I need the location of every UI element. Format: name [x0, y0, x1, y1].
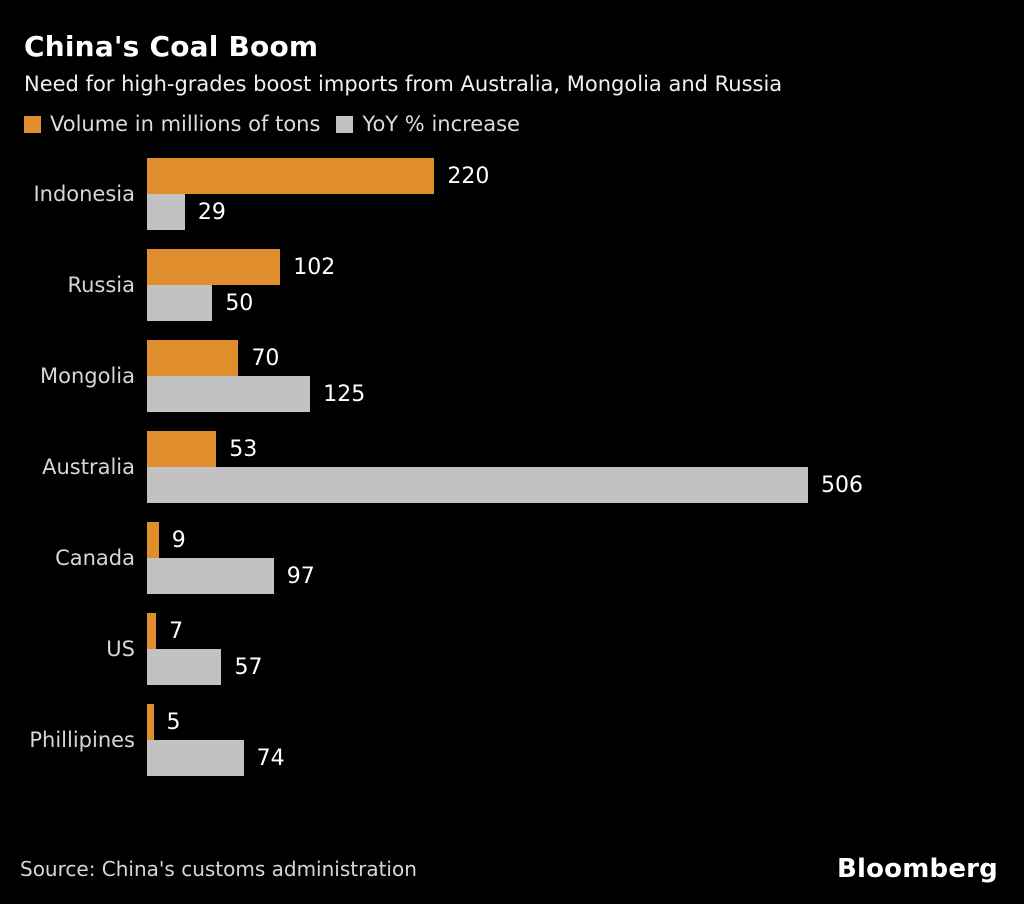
bar	[147, 522, 159, 558]
bar	[147, 467, 808, 503]
country-row: US 7 57	[0, 613, 1024, 685]
bar	[147, 376, 311, 412]
bar-line: 125	[147, 376, 1024, 412]
bar-line: 74	[147, 740, 1024, 776]
chart-footer: Source: China's customs administration B…	[20, 854, 998, 884]
chart-header: China's Coal Boom Need for high-grades b…	[0, 0, 1024, 98]
country-row: Phillipines 5 74	[0, 704, 1024, 776]
legend-label-yoy: YoY % increase	[362, 112, 520, 136]
bar	[147, 340, 239, 376]
category-label: Indonesia	[33, 182, 135, 206]
bar-pair: 5 74	[147, 704, 1024, 776]
legend-item-volume: Volume in millions of tons	[24, 112, 320, 136]
category-label: Phillipines	[29, 728, 135, 752]
bar-value-label: 74	[256, 745, 285, 771]
bar-value-label: 50	[225, 290, 254, 316]
bar-pair: 102 50	[147, 249, 1024, 321]
bar-value-label: 70	[251, 345, 280, 371]
bar-line: 9	[147, 522, 1024, 558]
category-label: Mongolia	[40, 364, 135, 388]
bar	[147, 558, 274, 594]
bar-line: 102	[147, 249, 1024, 285]
bar-line: 7	[147, 613, 1024, 649]
bar	[147, 194, 185, 230]
bar	[147, 613, 157, 649]
bar-line: 97	[147, 558, 1024, 594]
country-row: Australia 53 506	[0, 431, 1024, 503]
bar-value-label: 29	[197, 199, 226, 225]
bloomberg-logo: Bloomberg	[836, 854, 998, 884]
category-label: Australia	[42, 455, 135, 479]
country-row: Indonesia 220 29	[0, 158, 1024, 230]
bar-line: 5	[147, 704, 1024, 740]
bar-line: 50	[147, 285, 1024, 321]
bar-value-label: 102	[293, 254, 336, 280]
bar-pair: 9 97	[147, 522, 1024, 594]
bar-line: 506	[147, 467, 1024, 503]
bar-line: 29	[147, 194, 1024, 230]
bar	[147, 158, 435, 194]
country-row: Mongolia 70 125	[0, 340, 1024, 412]
category-label: US	[106, 637, 135, 661]
legend-swatch-volume-icon	[24, 115, 41, 133]
bar	[147, 649, 222, 685]
category-label: Russia	[67, 273, 135, 297]
bar-pair: 7 57	[147, 613, 1024, 685]
bar-value-label: 506	[821, 472, 863, 498]
category-label: Canada	[55, 546, 135, 570]
bar	[147, 285, 213, 321]
legend-swatch-yoy-icon	[336, 115, 354, 133]
chart-subtitle: Need for high-grades boost imports from …	[24, 72, 783, 96]
bar-value-label: 220	[447, 163, 490, 189]
bar-pair: 53 506	[147, 431, 1024, 503]
legend-item-yoy: YoY % increase	[336, 112, 520, 136]
bar-value-label: 53	[229, 436, 258, 462]
bar-value-label: 7	[169, 618, 184, 644]
bar	[147, 431, 217, 467]
bar-chart: Indonesia 220 29 Russia 102 50 Mongolia 70 125 Au…	[0, 158, 1024, 776]
source-note: Source: China's customs administration	[20, 857, 417, 881]
legend-label-volume: Volume in millions of tons	[50, 112, 321, 136]
bar-pair: 220 29	[147, 158, 1024, 230]
bar-pair: 70 125	[147, 340, 1024, 412]
chart-title: China's Coal Boom	[24, 30, 319, 63]
bar-value-label: 5	[166, 709, 181, 735]
bar-value-label: 57	[234, 654, 263, 680]
bar-value-label: 125	[323, 381, 366, 407]
bar-value-label: 97	[286, 563, 315, 589]
bar-line: 53	[147, 431, 1024, 467]
bar-line: 220	[147, 158, 1024, 194]
bar	[147, 704, 154, 740]
country-row: Canada 9 97	[0, 522, 1024, 594]
bar-line: 70	[147, 340, 1024, 376]
country-row: Russia 102 50	[0, 249, 1024, 321]
bar-value-label: 9	[171, 527, 186, 553]
bar	[147, 740, 244, 776]
bar	[147, 249, 281, 285]
legend: Volume in millions of tons YoY % increas…	[24, 112, 1024, 136]
bar-line: 57	[147, 649, 1024, 685]
